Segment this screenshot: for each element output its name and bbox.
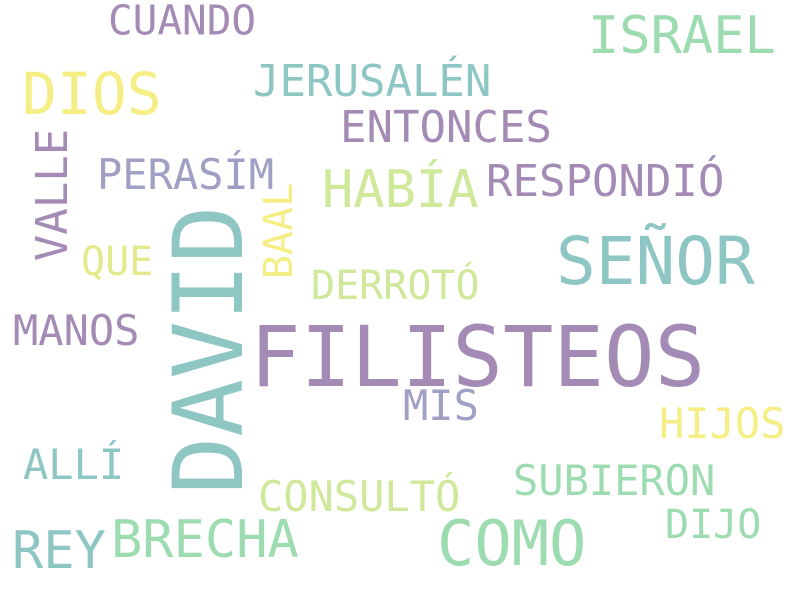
word-valle: VALLE: [27, 128, 78, 262]
word-como: COMO: [437, 507, 587, 580]
word-dijo: DIJO: [665, 502, 762, 548]
word-israel: ISRAEL: [588, 6, 776, 66]
word-jerusalen: JERUSALÉN: [253, 56, 492, 107]
word-habia: HABÍA: [322, 160, 479, 220]
word-rey: REY: [12, 521, 106, 581]
word-alli: ALLÍ: [23, 440, 125, 489]
word-baal: BAAL: [256, 182, 302, 280]
word-consulto: CONSULTÓ: [258, 472, 461, 521]
word-manos: MANOS: [13, 306, 140, 355]
word-hijos: HIJOS: [659, 399, 786, 448]
word-subieron: SUBIERON: [513, 456, 716, 505]
word-dios: DIOS: [22, 60, 162, 128]
word-derroto: DERROTÓ: [311, 263, 480, 309]
word-que: QUE: [81, 239, 154, 285]
word-entonces: ENTONCES: [340, 102, 552, 153]
word-brecha: BRECHA: [111, 510, 299, 570]
word-mis: MIS: [403, 381, 479, 430]
word-perasim: PERASÍM: [97, 150, 275, 199]
word-senor: SEÑOR: [556, 223, 755, 300]
word-respondio: RESPONDIÓ: [486, 156, 725, 207]
word-david: DAVID: [153, 205, 265, 495]
word-filisteos: FILISTEOS: [250, 308, 706, 406]
word-cuando: CUANDO: [108, 0, 257, 45]
